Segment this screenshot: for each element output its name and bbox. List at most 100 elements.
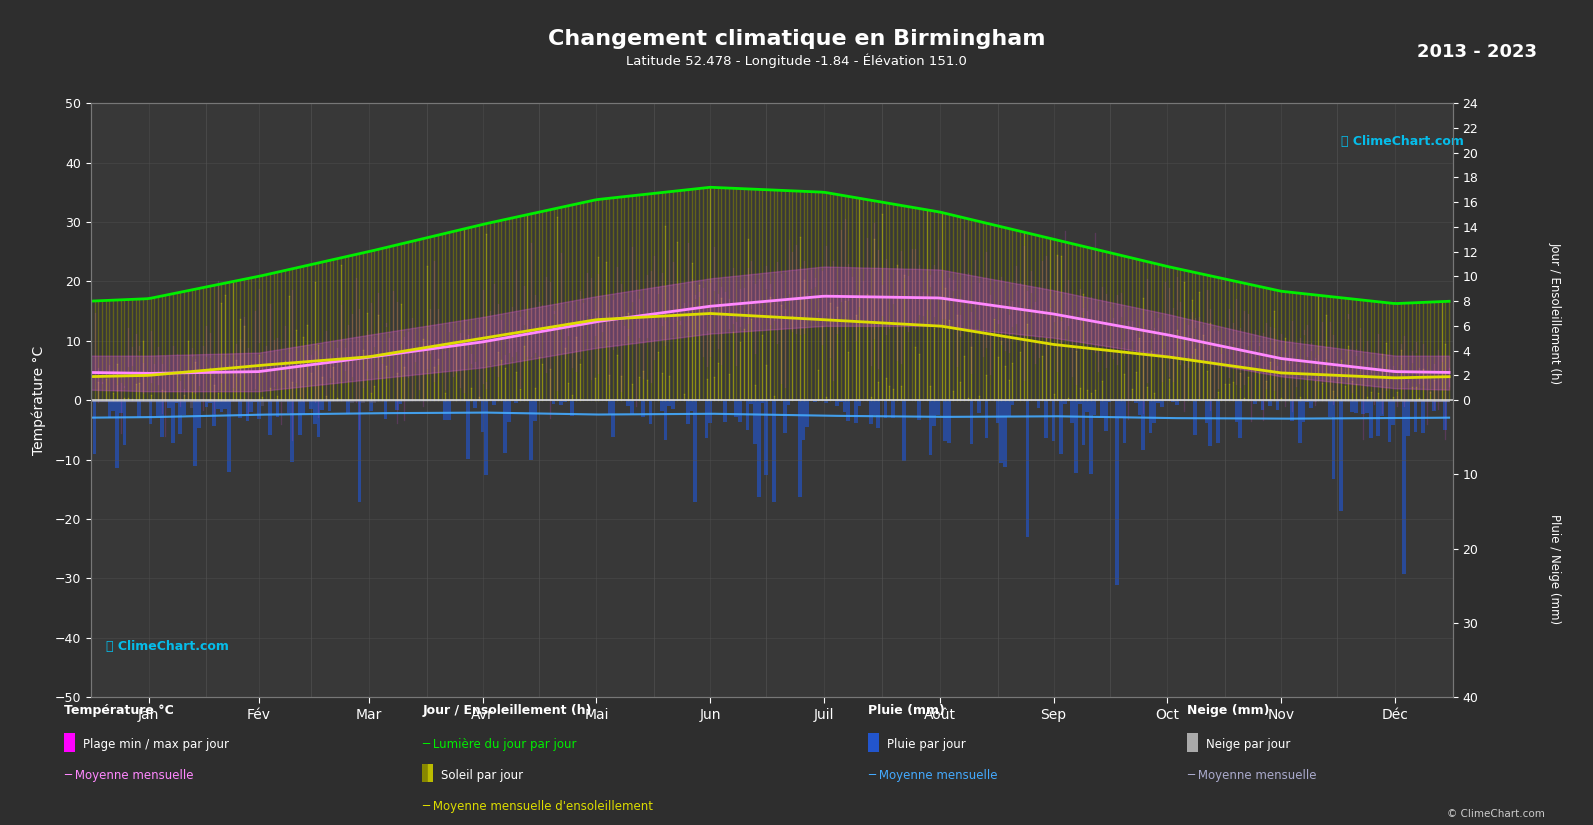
Bar xyxy=(704,400,709,438)
Bar xyxy=(204,400,209,408)
Bar xyxy=(687,400,690,423)
Bar xyxy=(427,764,433,782)
Bar xyxy=(648,400,653,423)
Text: Changement climatique en Birmingham: Changement climatique en Birmingham xyxy=(548,29,1045,49)
Bar xyxy=(156,400,159,417)
Bar xyxy=(465,400,470,460)
Bar xyxy=(876,400,879,428)
Bar xyxy=(937,400,940,415)
Bar xyxy=(1037,400,1040,408)
Bar xyxy=(220,400,223,412)
Bar xyxy=(309,400,312,409)
Bar xyxy=(801,400,806,441)
Bar xyxy=(996,400,999,423)
Bar xyxy=(395,400,398,410)
Bar xyxy=(857,400,862,407)
Bar xyxy=(123,400,126,445)
Text: ─ Moyenne mensuelle: ─ Moyenne mensuelle xyxy=(1187,769,1316,782)
Bar xyxy=(1279,400,1282,401)
Bar xyxy=(562,400,567,402)
Bar xyxy=(1380,400,1384,416)
Text: 🌍 ClimeChart.com: 🌍 ClimeChart.com xyxy=(1341,134,1464,148)
Bar xyxy=(1402,400,1407,574)
Bar xyxy=(734,400,738,417)
Bar xyxy=(1443,400,1446,431)
Bar xyxy=(1141,400,1145,450)
Bar xyxy=(370,400,373,412)
Bar xyxy=(137,400,142,417)
Text: Neige par jour: Neige par jour xyxy=(1206,738,1290,752)
Bar xyxy=(290,400,295,462)
Bar xyxy=(159,400,164,436)
Bar xyxy=(690,400,693,411)
Bar xyxy=(1093,400,1096,415)
Text: Pluie par jour: Pluie par jour xyxy=(887,738,965,752)
Text: Plage min / max par jour: Plage min / max par jour xyxy=(83,738,229,752)
Bar xyxy=(1010,400,1015,405)
Bar xyxy=(812,400,817,402)
Bar xyxy=(1238,400,1243,438)
Bar xyxy=(328,400,331,411)
Bar xyxy=(1045,400,1048,438)
Bar xyxy=(1160,400,1163,407)
Bar xyxy=(660,400,664,411)
Bar xyxy=(1432,400,1435,402)
Bar xyxy=(1376,400,1380,436)
Bar xyxy=(534,400,537,421)
Bar xyxy=(1388,400,1391,442)
Text: Jour / Ensoleillement (h): Jour / Ensoleillement (h) xyxy=(422,704,591,717)
Bar xyxy=(1051,400,1056,441)
Bar xyxy=(890,400,895,418)
Bar xyxy=(626,400,629,406)
Bar xyxy=(1354,400,1357,413)
Bar xyxy=(1432,400,1435,412)
Bar xyxy=(570,400,573,416)
Bar xyxy=(1070,400,1074,423)
Bar xyxy=(245,400,250,421)
Bar xyxy=(806,400,809,427)
Text: Soleil par jour: Soleil par jour xyxy=(441,769,524,782)
Bar xyxy=(664,400,667,441)
Bar xyxy=(1174,400,1179,404)
Bar xyxy=(1365,400,1368,412)
Bar xyxy=(932,400,937,426)
Bar xyxy=(370,400,373,403)
Bar xyxy=(1309,400,1313,408)
Bar xyxy=(170,400,175,443)
Bar xyxy=(1313,400,1317,402)
Bar xyxy=(1276,400,1279,410)
Bar xyxy=(362,400,365,403)
Bar xyxy=(432,400,436,401)
Bar xyxy=(182,400,186,415)
Bar xyxy=(448,400,451,420)
Bar xyxy=(1090,400,1093,474)
Bar xyxy=(228,400,231,473)
Bar xyxy=(175,400,178,403)
Bar xyxy=(1085,400,1090,412)
Bar xyxy=(1004,400,1007,467)
Bar xyxy=(507,400,511,422)
Bar xyxy=(629,400,634,414)
Bar xyxy=(268,400,272,436)
Bar xyxy=(1235,400,1238,422)
Bar xyxy=(846,400,851,421)
Bar xyxy=(529,400,534,460)
Bar xyxy=(1104,400,1107,431)
Bar xyxy=(749,400,753,404)
Bar xyxy=(929,400,932,455)
Bar xyxy=(492,400,495,405)
Bar xyxy=(320,400,323,410)
Bar xyxy=(757,400,760,497)
Bar xyxy=(239,400,242,418)
Bar xyxy=(178,400,182,434)
Bar xyxy=(1171,400,1174,402)
Bar xyxy=(503,400,507,453)
Bar xyxy=(854,400,857,423)
Bar xyxy=(798,400,801,497)
Bar xyxy=(1402,400,1407,403)
Bar xyxy=(1362,400,1365,414)
Bar xyxy=(1074,400,1078,473)
Bar xyxy=(342,400,346,401)
Bar xyxy=(515,400,518,403)
Bar xyxy=(1254,400,1257,404)
